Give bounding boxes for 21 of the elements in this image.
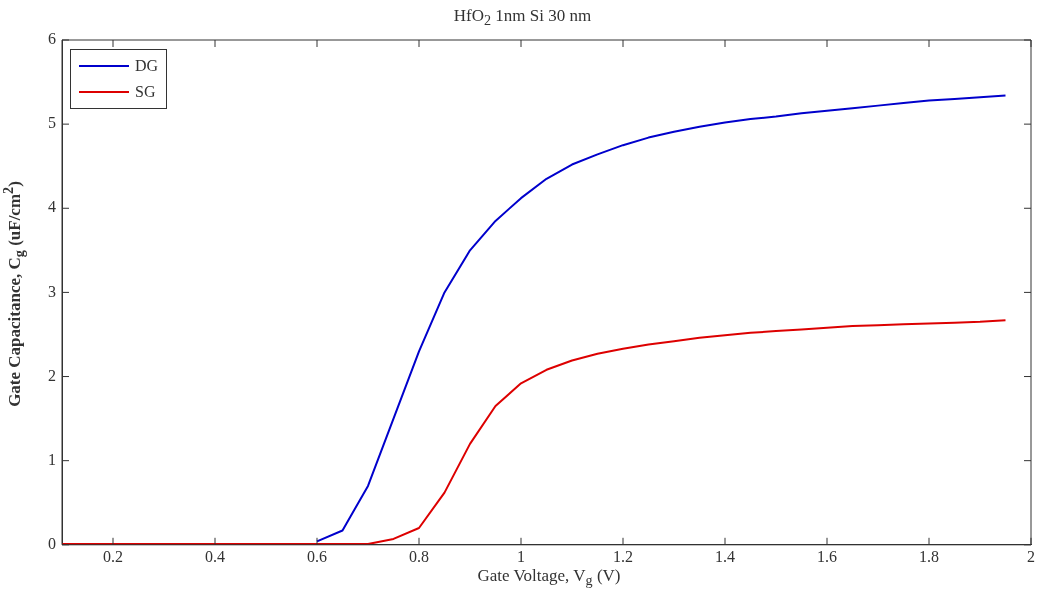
x-tick-label: 1 — [517, 547, 525, 565]
x-tick-label: 0.6 — [307, 547, 327, 565]
x-tick-label: 1.8 — [919, 547, 939, 565]
legend-label: DG — [135, 57, 159, 75]
legend-label: SG — [135, 83, 156, 101]
x-tick-label: 0.2 — [103, 547, 123, 565]
x-axis-title: Gate Voltage, V$_{g}$ (V) — [476, 566, 622, 590]
x-tick-label: 0.4 — [205, 547, 225, 565]
x-tick-label: 0.8 — [409, 547, 429, 565]
y-tick-label: 6 — [48, 30, 56, 48]
x-tick-label: 1.6 — [817, 547, 837, 565]
x-tick-label: 2 — [1027, 547, 1035, 565]
y-tick-label: 3 — [48, 282, 56, 300]
y-tick-label: 1 — [48, 450, 56, 468]
chart-title: HfO$_{2}$ 1nm Si 30 nm — [452, 6, 593, 30]
y-tick-label: 2 — [48, 366, 56, 384]
x-tick-label: 1.2 — [613, 547, 633, 565]
x-tick-label: 1.4 — [715, 547, 735, 565]
y-tick-label: 5 — [48, 114, 56, 132]
y-tick-label: 4 — [48, 198, 56, 216]
y-tick-label: 0 — [48, 535, 56, 552]
